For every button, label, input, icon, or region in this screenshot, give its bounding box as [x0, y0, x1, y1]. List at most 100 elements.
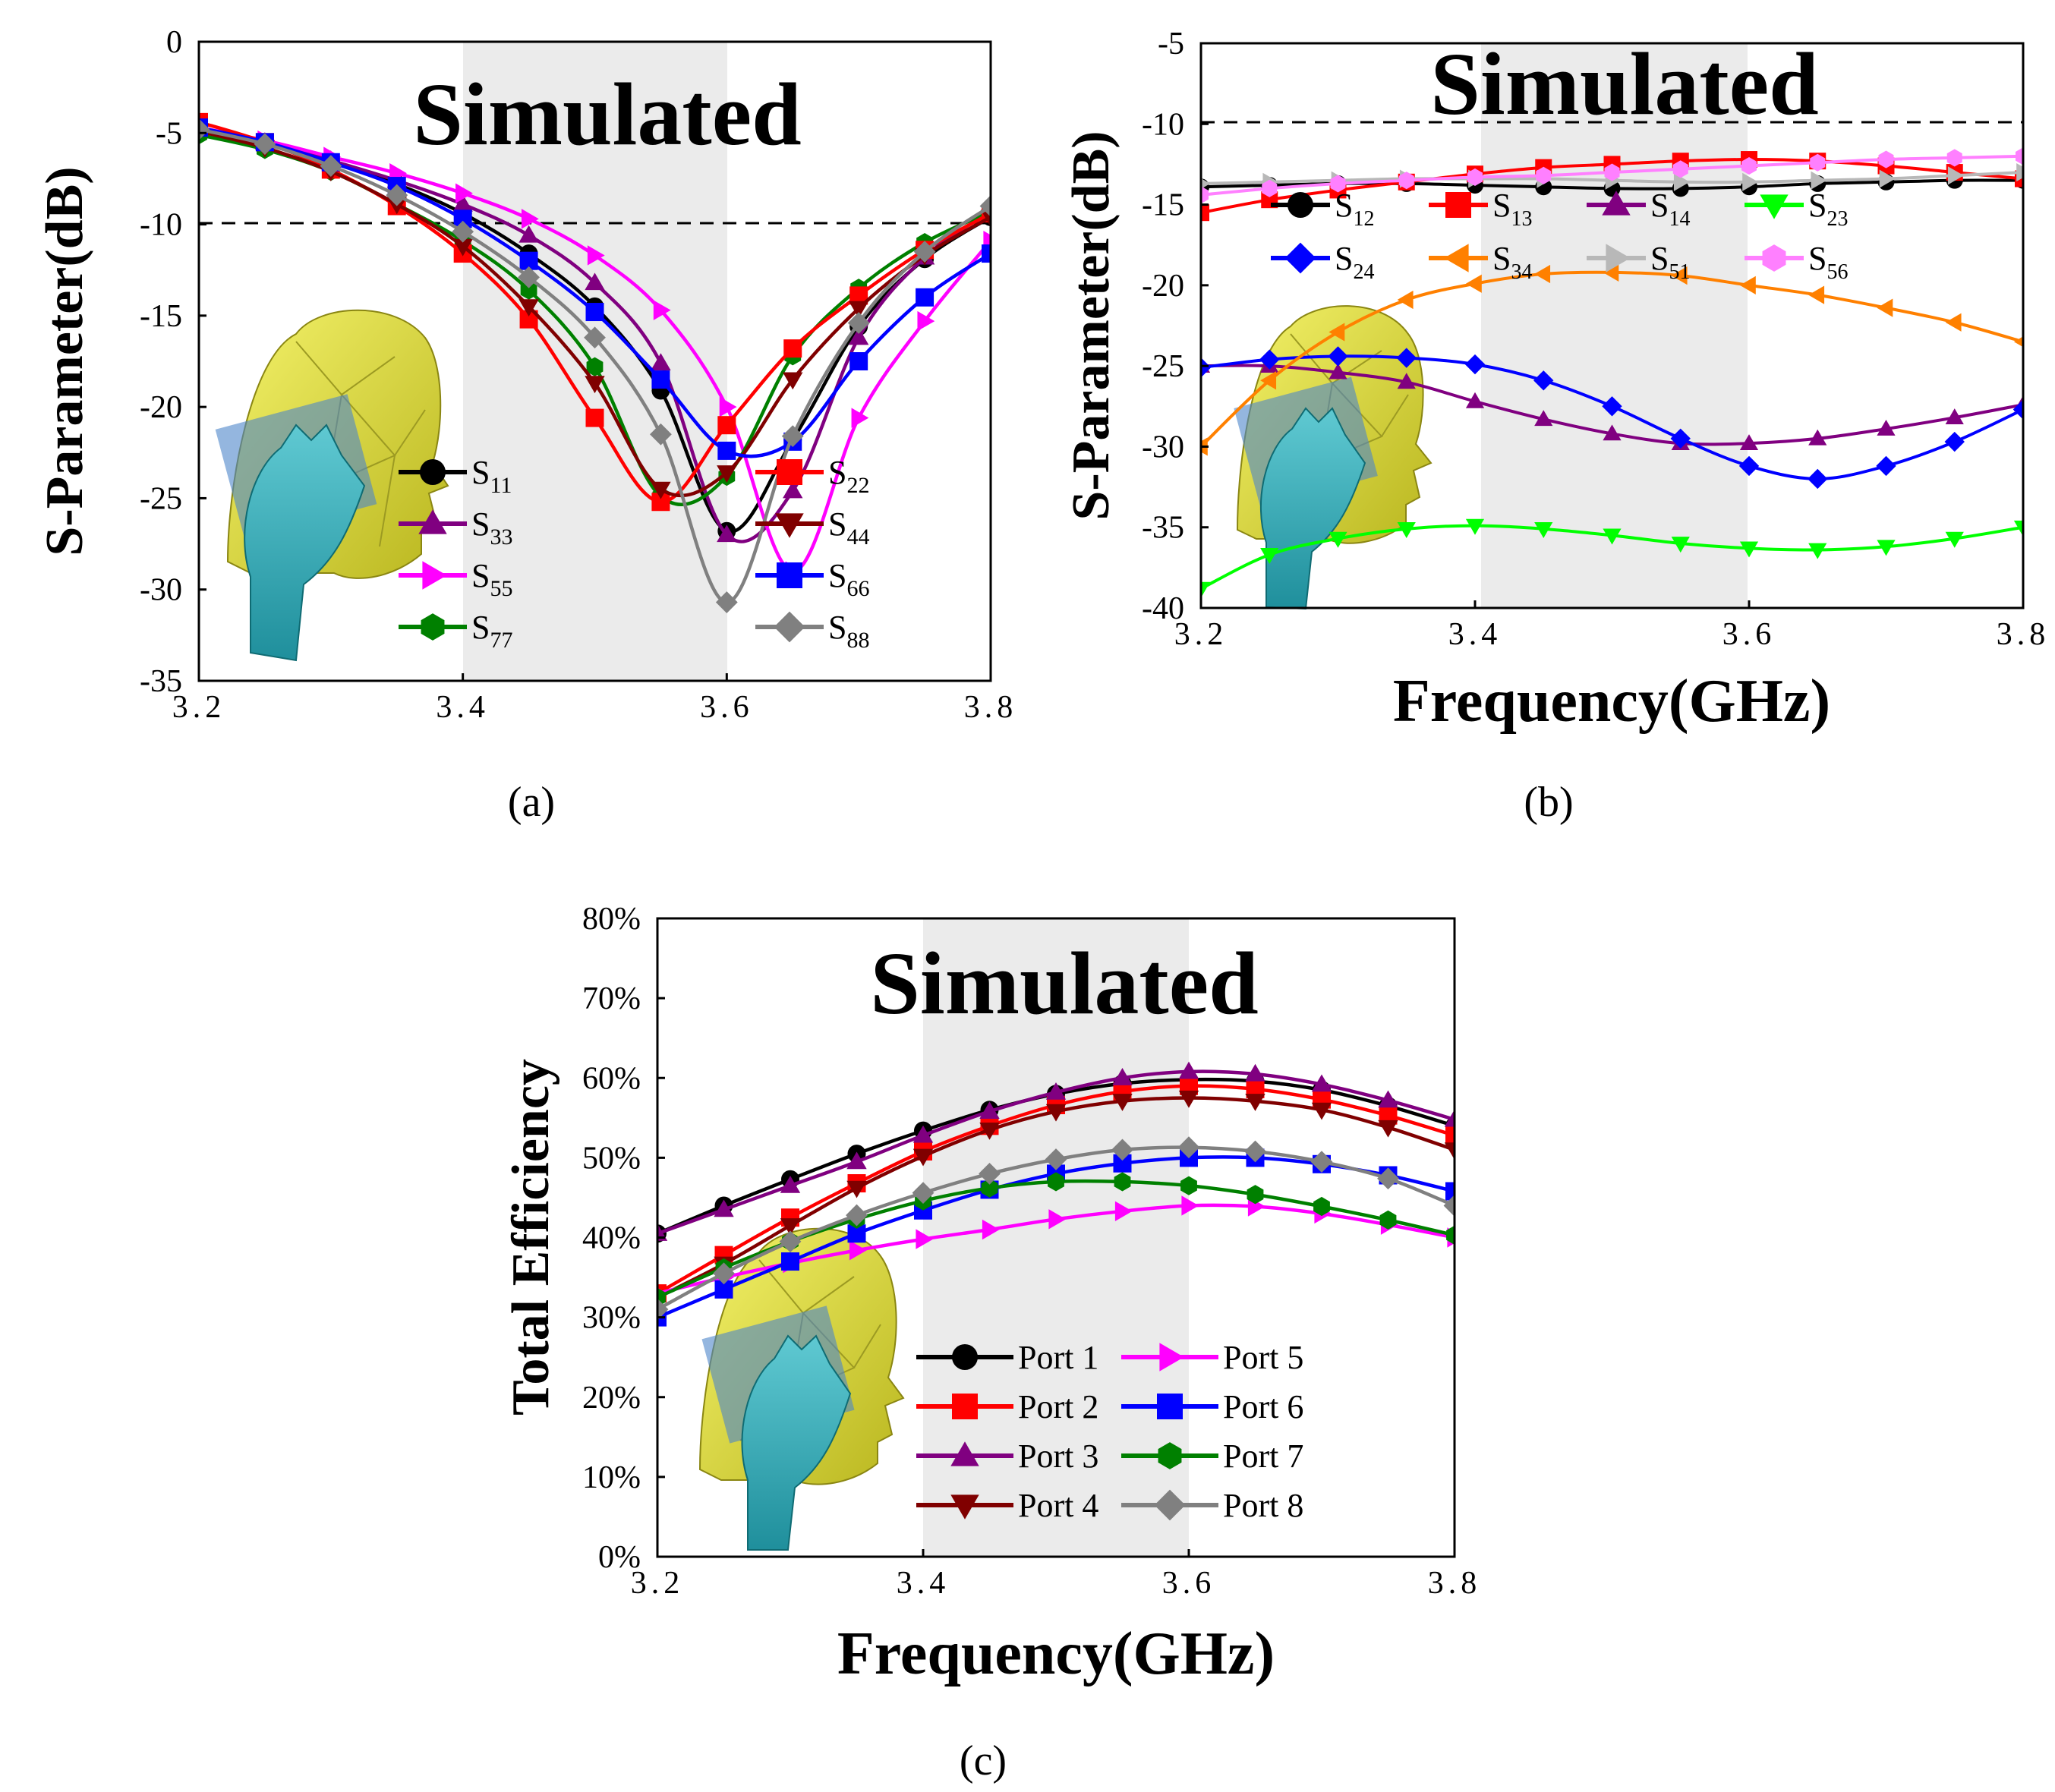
- legend-s66-swatch-marker: [777, 562, 802, 588]
- legend-s51-label-sub: 51: [1669, 260, 1690, 284]
- legend-port-2-swatch-marker: [952, 1394, 978, 1419]
- ytick-label: -15: [1142, 188, 1184, 223]
- series-s33-point: [585, 272, 605, 291]
- legend-s55: S55: [399, 557, 512, 601]
- legend-s24-swatch-marker: [1284, 242, 1316, 274]
- ytick-label: 60%: [582, 1061, 641, 1096]
- series-port-4-point: [1112, 1094, 1133, 1111]
- series-s33-point: [783, 480, 803, 499]
- panel-a-ticks: 0 -5 -10 -15 -20 -25 -30 -353.2 3.4 3.6 3.8: [140, 25, 1018, 725]
- legend-port-4-label: Port 4: [1018, 1487, 1098, 1524]
- series-s51-point: [2016, 162, 2023, 182]
- panel-b-inset: [1234, 305, 1433, 610]
- series-s88-point: [518, 266, 540, 288]
- panel-c-marks: [657, 1061, 1455, 1327]
- legend-port-4-swatch-marker: [950, 1494, 979, 1520]
- series-s23-point: [1534, 522, 1553, 538]
- legend-port-5-swatch-marker: [1159, 1343, 1184, 1372]
- series-port-4-point: [1178, 1090, 1199, 1108]
- legend-s22: S22: [755, 454, 869, 498]
- legend-s88-label: S88: [828, 609, 869, 653]
- series-port-3-point: [1311, 1074, 1332, 1092]
- series-s24-point: [1328, 346, 1348, 367]
- panel-a-inset: [215, 309, 449, 662]
- series-port-8-point: [1244, 1140, 1266, 1163]
- legend-s22-swatch-marker: [777, 459, 802, 485]
- legend-s88-label-text: S: [828, 609, 846, 646]
- series-port-3: [657, 1061, 1455, 1241]
- legend-s14: S14: [1587, 187, 1690, 231]
- legend-s77: S77: [399, 609, 512, 653]
- legend-s66-label: S66: [828, 557, 869, 601]
- panel-b-ticks: -5 -10 -15 -20 -25 -30 -35 -403.2 3.4 3.6 3.8: [1142, 27, 2045, 652]
- legend-s44-swatch-marker: [775, 513, 804, 538]
- ytick-label: 80%: [582, 902, 641, 937]
- series-s23-point: [1397, 522, 1416, 538]
- legend-s77-label-text: S: [471, 609, 490, 646]
- series-s33-point: [452, 194, 473, 212]
- legend-s51-label: S51: [1650, 240, 1690, 284]
- series-port-3-point: [1444, 1109, 1455, 1127]
- ytick-label: 0: [166, 25, 182, 60]
- legend-port-5: Port 5: [1121, 1339, 1303, 1376]
- series-s56-point: [1467, 168, 1483, 186]
- series-s56-point: [1330, 175, 1346, 193]
- legend-port-1-label: Port 1: [1018, 1339, 1098, 1376]
- ytick-label: -35: [1142, 511, 1184, 546]
- ytick-label: 50%: [582, 1141, 641, 1176]
- panel-b-marks: [1201, 147, 2023, 598]
- series-port-8-point: [1443, 1195, 1455, 1217]
- ytick-label: 0%: [598, 1540, 641, 1575]
- series-port-7-point: [1313, 1196, 1330, 1217]
- legend-s77-swatch-marker: [421, 613, 445, 641]
- panel-c: 0% 10% 20% 30% 40% 50% 60% 70% 80% 3.2 3.4 3.6 3.8 S…: [502, 902, 1477, 1784]
- panel-a-title: Simulated: [413, 65, 801, 164]
- legend-s44-label-sub: 44: [846, 524, 869, 550]
- xtick-label: 3.6: [1162, 1566, 1216, 1601]
- legend-s33-label-sub: 33: [490, 524, 512, 550]
- legend-s23-label: S23: [1808, 187, 1848, 231]
- series-s24-point: [1602, 396, 1622, 417]
- legend-port-1: Port 1: [916, 1339, 1098, 1376]
- ytick-label: -10: [1142, 107, 1184, 142]
- legend-port-7-swatch-marker: [1158, 1442, 1182, 1469]
- series-s34-point: [1260, 371, 1277, 390]
- series-port-8-point: [1045, 1148, 1067, 1170]
- ytick-label: -30: [1142, 430, 1184, 465]
- series-s51-point: [1879, 169, 1896, 188]
- legend-s13: S13: [1429, 187, 1532, 231]
- series-port-5-point: [1181, 1195, 1199, 1216]
- series-s56-point: [1398, 172, 1414, 190]
- series-s14-point: [1739, 434, 1759, 450]
- legend-s88-label-sub: 88: [846, 628, 869, 653]
- series-s23-point: [1877, 540, 1896, 556]
- series-s14-point: [1534, 410, 1553, 427]
- series-port-4-point: [1378, 1120, 1398, 1138]
- series-port-4-point: [912, 1148, 934, 1167]
- series-s34-point: [1877, 298, 1893, 317]
- xtick-label: 3.8: [964, 690, 1018, 725]
- panel-a-caption: (a): [508, 779, 555, 826]
- series-s55-point: [587, 245, 605, 266]
- series-s24-point: [1670, 428, 1691, 449]
- series-s51-point: [1742, 172, 1759, 191]
- legend-port-6-label: Port 6: [1223, 1388, 1303, 1425]
- legend-s56-label-sub: 56: [1826, 260, 1848, 284]
- legend-s77-label-sub: 77: [490, 628, 512, 653]
- series-s34-point: [1534, 264, 1551, 284]
- series-s24-point: [1876, 455, 1896, 477]
- ytick-label: -40: [1142, 591, 1184, 626]
- legend-s34-label: S34: [1492, 240, 1532, 284]
- series-port-3-point: [846, 1151, 867, 1170]
- legend-s14-swatch-marker: [1602, 191, 1631, 216]
- series-s14-point: [1603, 424, 1622, 441]
- series-s44-point: [651, 481, 671, 499]
- legend-port-6: Port 6: [1121, 1388, 1303, 1425]
- series-s23-point: [1808, 543, 1827, 559]
- panel-b-title: Simulated: [1430, 34, 1818, 134]
- series-s51-point: [1201, 178, 1211, 189]
- series-port-8-point: [1310, 1151, 1333, 1173]
- legend-port-6-label-text: Port 6: [1223, 1388, 1303, 1425]
